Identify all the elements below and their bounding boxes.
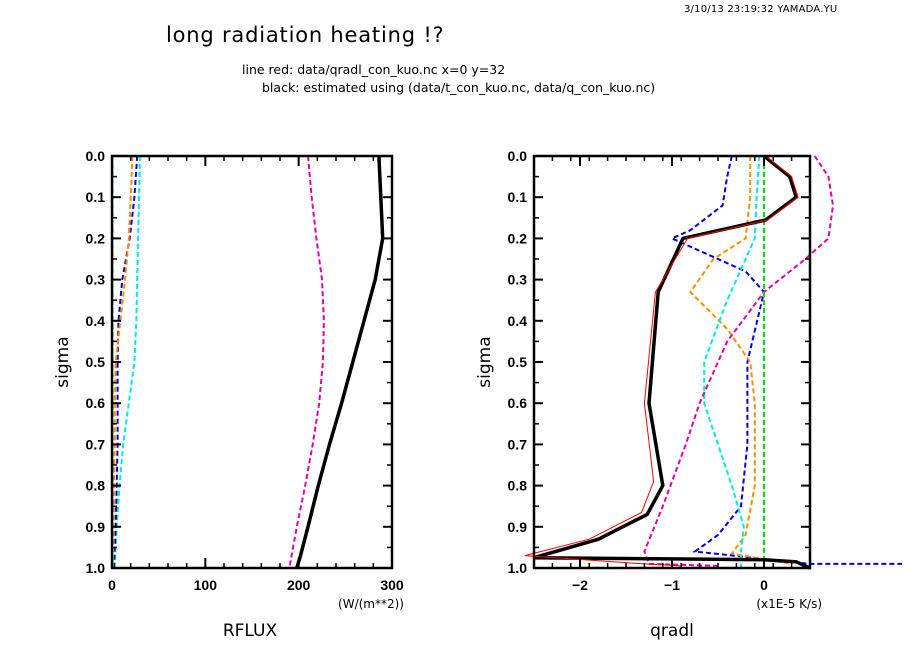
rflux-series-black-total — [295, 155, 385, 569]
rflux-series-orange — [111, 155, 134, 569]
qradl-series-red-qradl — [524, 155, 799, 567]
qradl-ytick-label: 0.5 — [508, 354, 528, 370]
rflux-axes-frame — [110, 154, 394, 570]
rflux-xtick-label: 200 — [287, 577, 311, 593]
qradl-ytick-label: 0.4 — [508, 313, 528, 329]
rflux-y-axis-title: sigma — [53, 336, 73, 387]
rflux-ytick-label: 0.3 — [86, 272, 106, 288]
qradl-ytick-label: 0.3 — [508, 272, 528, 288]
qradl-y-axis-title: sigma — [475, 336, 495, 387]
qradl-series-cyan — [703, 155, 761, 568]
subtitle-line-2: black: estimated using (data/t_con_kuo.n… — [262, 80, 656, 95]
rflux-ytick-label: 0.0 — [86, 148, 106, 164]
rflux-ytick-label: 0.6 — [86, 395, 106, 411]
rflux-x-axis-title: RFLUX — [223, 621, 278, 641]
rflux-ytick-label: 0.9 — [86, 519, 106, 535]
qradl-series-black-estimated — [533, 154, 811, 570]
qradl-ytick-label: 0.9 — [508, 519, 528, 535]
rflux-ytick-label: 0.1 — [86, 189, 106, 205]
qradl-ytick-label: 0.7 — [508, 436, 528, 452]
qradl-series-magenta — [643, 155, 835, 567]
rflux-xtick-label: 0 — [108, 577, 116, 593]
rflux-ytick-label: 1.0 — [86, 560, 106, 576]
plot-title: long radiation heating !? — [166, 23, 445, 47]
qradl-x-unit-label: (x1E-5 K/s) — [756, 597, 822, 611]
qradl-ytick-label: 0.1 — [508, 189, 528, 205]
qradl-xtick-label: −1 — [664, 577, 680, 593]
qradl-xtick-label: −2 — [572, 577, 588, 593]
rflux-ytick-label: 0.2 — [86, 230, 106, 246]
rflux-xtick-label: 100 — [194, 577, 218, 593]
rflux-series-cyan — [113, 155, 141, 569]
rflux-ytick-label: 0.8 — [86, 478, 106, 494]
rflux-ytick-label: 0.7 — [86, 436, 106, 452]
subtitle-line-1: line red: data/qradl_con_kuo.nc x=0 y=32 — [242, 62, 506, 77]
qradl-ytick-label: 0.2 — [508, 230, 528, 246]
rflux-ytick-label: 0.4 — [86, 313, 106, 329]
rflux-series-magenta — [288, 155, 325, 569]
qradl-x-axis-title: qradl — [650, 621, 694, 641]
qradl-series-blue — [669, 155, 902, 565]
rflux-xtick-label: 300 — [380, 577, 404, 593]
qradl-ytick-label: 0.6 — [508, 395, 528, 411]
qradl-ytick-label: 1.0 — [508, 560, 528, 576]
timestamp: 3/10/13 23:19:32 YAMADA.YU — [684, 4, 838, 15]
qradl-series-orange — [689, 156, 792, 565]
qradl-ytick-label: 0.0 — [508, 148, 528, 164]
rflux-x-unit-label: (W/(m**2)) — [338, 597, 404, 611]
rflux-ytick-label: 0.5 — [86, 354, 106, 370]
rflux-series-blue — [112, 155, 139, 569]
qradl-xtick-label: 0 — [760, 577, 768, 593]
qradl-ytick-label: 0.8 — [508, 478, 528, 494]
